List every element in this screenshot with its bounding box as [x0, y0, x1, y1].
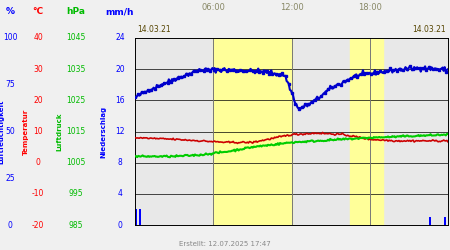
Bar [444, 217, 446, 225]
Text: 14.03.21: 14.03.21 [412, 26, 446, 35]
Text: °C: °C [32, 8, 44, 16]
Bar [140, 210, 141, 225]
Text: 0: 0 [8, 220, 13, 230]
Text: 25: 25 [5, 174, 15, 183]
Text: -10: -10 [32, 189, 44, 198]
Text: 1025: 1025 [67, 96, 86, 105]
Text: 100: 100 [3, 34, 17, 42]
Text: %: % [5, 8, 14, 16]
Text: 12:00: 12:00 [279, 4, 303, 13]
Text: -20: -20 [32, 220, 44, 230]
Text: 75: 75 [5, 80, 15, 89]
Text: 995: 995 [69, 189, 83, 198]
Text: 20: 20 [33, 96, 43, 105]
Bar [139, 210, 140, 225]
Text: Luftdruck: Luftdruck [56, 112, 62, 151]
Text: 1015: 1015 [67, 127, 86, 136]
Text: 12: 12 [115, 127, 125, 136]
Bar [213, 38, 292, 225]
Text: 14.03.21: 14.03.21 [137, 26, 171, 35]
Text: 0: 0 [36, 158, 40, 167]
Bar [135, 210, 137, 225]
Text: 06:00: 06:00 [201, 4, 225, 13]
Bar [430, 217, 432, 225]
Text: mm/h: mm/h [106, 8, 134, 16]
Text: Niederschlag: Niederschlag [100, 106, 106, 158]
Text: 985: 985 [69, 220, 83, 230]
Text: 8: 8 [117, 158, 122, 167]
Text: 20: 20 [115, 65, 125, 74]
Text: 16: 16 [115, 96, 125, 105]
Text: 40: 40 [33, 34, 43, 42]
Text: 24: 24 [115, 34, 125, 42]
Bar [429, 217, 430, 225]
Text: 18:00: 18:00 [358, 4, 382, 13]
Bar [350, 38, 383, 225]
Text: 50: 50 [5, 127, 15, 136]
Text: 30: 30 [33, 65, 43, 74]
Text: Temperatur: Temperatur [23, 108, 29, 154]
Text: 0: 0 [117, 220, 122, 230]
Text: Erstellt: 12.07.2025 17:47: Erstellt: 12.07.2025 17:47 [179, 241, 271, 247]
Text: hPa: hPa [67, 8, 86, 16]
Text: 1005: 1005 [66, 158, 86, 167]
Text: 10: 10 [33, 127, 43, 136]
Text: 1035: 1035 [66, 65, 86, 74]
Text: 1045: 1045 [66, 34, 86, 42]
Text: 4: 4 [117, 189, 122, 198]
Text: Luftfeuchtigkeit: Luftfeuchtigkeit [0, 99, 4, 164]
